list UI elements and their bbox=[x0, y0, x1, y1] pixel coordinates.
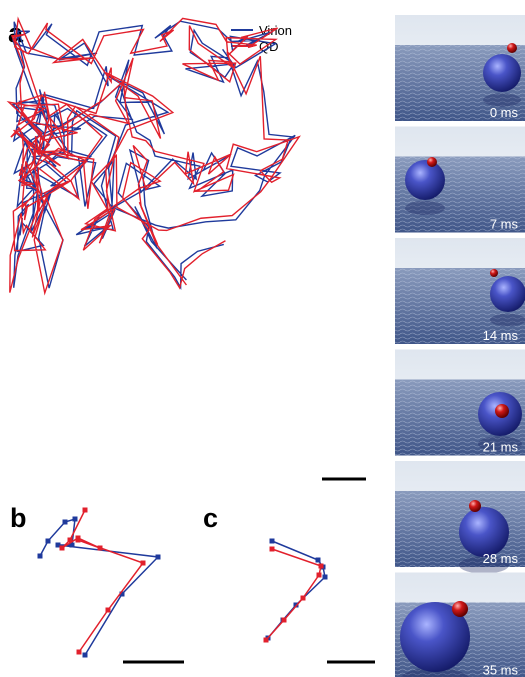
trajectory-a bbox=[9, 18, 299, 293]
track-point bbox=[282, 618, 287, 623]
track-point bbox=[316, 558, 321, 563]
track-point bbox=[38, 554, 43, 559]
time-label: 21 ms bbox=[483, 440, 519, 455]
trajectory-b bbox=[38, 508, 161, 658]
time-label: 0 ms bbox=[490, 105, 519, 120]
track bbox=[268, 541, 325, 638]
track-point bbox=[264, 638, 269, 643]
virion bbox=[490, 276, 525, 312]
track-point bbox=[46, 539, 51, 544]
time-label: 14 ms bbox=[483, 328, 519, 343]
track-point bbox=[63, 520, 68, 525]
time-label: 28 ms bbox=[483, 551, 519, 566]
frames: 0 ms 7 ms 14 ms 21 ms 28 ms 35 ms bbox=[395, 15, 525, 677]
track-point bbox=[73, 517, 78, 522]
quantum-dot bbox=[507, 43, 517, 53]
track bbox=[62, 510, 143, 652]
track-point bbox=[83, 653, 88, 658]
trajectory-c bbox=[264, 539, 328, 643]
track-point bbox=[98, 546, 103, 551]
quantum-dot bbox=[427, 157, 437, 167]
track-point bbox=[156, 555, 161, 560]
virion bbox=[483, 54, 521, 92]
track-point bbox=[323, 575, 328, 580]
virion bbox=[459, 507, 509, 557]
track bbox=[40, 519, 158, 655]
time-label: 35 ms bbox=[483, 663, 519, 677]
reflection bbox=[405, 201, 445, 215]
track bbox=[266, 549, 321, 640]
virion bbox=[405, 160, 445, 200]
track-point bbox=[317, 573, 322, 578]
quantum-dot bbox=[490, 269, 498, 277]
quantum-dot bbox=[469, 500, 481, 512]
track-point bbox=[83, 508, 88, 513]
track-point bbox=[270, 547, 275, 552]
quantum-dot bbox=[452, 601, 468, 617]
time-label: 7 ms bbox=[490, 217, 519, 232]
reflection bbox=[490, 314, 525, 327]
track-point bbox=[60, 546, 65, 551]
figure: a b c d Virion QD 0 ms7 ms14 ms21 ms28 m… bbox=[0, 0, 525, 677]
track-point bbox=[301, 596, 306, 601]
track-point bbox=[77, 650, 82, 655]
track-point bbox=[141, 561, 146, 566]
panel-label: c bbox=[203, 503, 218, 533]
panel-label: b bbox=[10, 503, 27, 533]
track-point bbox=[76, 538, 81, 543]
quantum-dot bbox=[495, 404, 509, 418]
track-point bbox=[270, 539, 275, 544]
track-point bbox=[68, 538, 73, 543]
track-point bbox=[319, 564, 324, 569]
track-point bbox=[106, 608, 111, 613]
